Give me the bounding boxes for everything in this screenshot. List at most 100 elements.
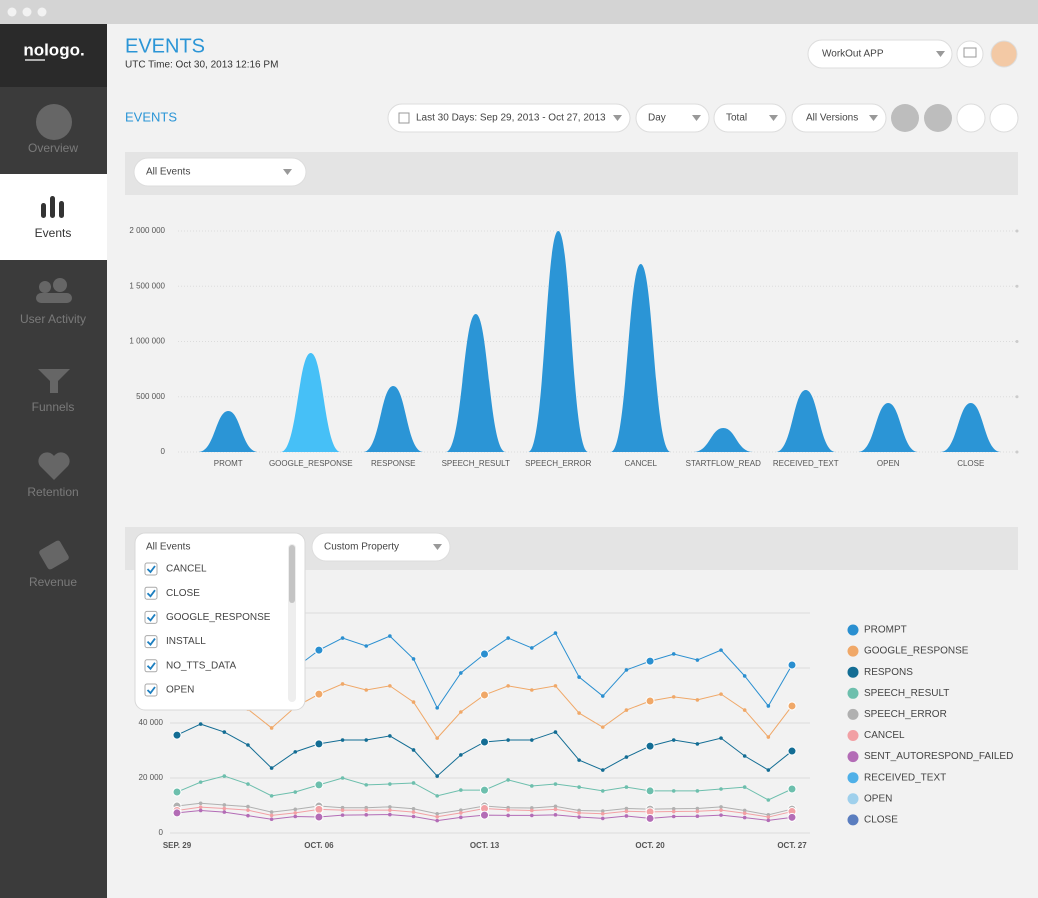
legend-label[interactable]: RESPONS: [864, 667, 913, 678]
point: [671, 695, 676, 699]
legend-label[interactable]: OPEN: [864, 793, 892, 804]
legend-label[interactable]: PROMPT: [864, 625, 907, 636]
event-option[interactable]: OPEN: [166, 685, 194, 696]
point: [553, 804, 558, 809]
nav-item[interactable]: Overview: [28, 141, 78, 155]
export-button[interactable]: [956, 40, 984, 68]
legend-label[interactable]: SENT_AUTORESPOND_FAILED: [864, 751, 1013, 762]
version-select[interactable]: [791, 103, 887, 133]
point: [766, 815, 771, 819]
point: [530, 646, 534, 650]
point: [411, 814, 416, 819]
point: [269, 810, 274, 814]
point: [719, 692, 723, 696]
icon-heart: [38, 452, 70, 480]
legend-label[interactable]: CANCEL: [864, 730, 905, 741]
point: [480, 810, 489, 820]
event-select[interactable]: [133, 157, 307, 187]
nav-item[interactable]: Revenue: [29, 575, 77, 589]
point: [624, 708, 629, 712]
legend-swatch[interactable]: [847, 751, 859, 763]
point: [695, 814, 700, 819]
caret: [433, 544, 442, 550]
checkbox[interactable]: [144, 610, 158, 624]
nav-item[interactable]: User Activity: [20, 312, 86, 326]
icon-users: [36, 293, 72, 303]
point: [314, 780, 324, 790]
point: [222, 806, 227, 811]
event-option[interactable]: CLOSE: [166, 588, 200, 599]
event-option[interactable]: INSTALL: [166, 636, 206, 647]
legend-swatch[interactable]: [847, 624, 859, 636]
point: [459, 815, 463, 820]
legend-swatch[interactable]: [847, 687, 859, 699]
point: [624, 806, 629, 811]
interval-select[interactable]: [635, 103, 710, 133]
legend-swatch[interactable]: [847, 666, 859, 678]
point: [506, 684, 510, 688]
nav-item[interactable]: Funnels: [32, 400, 75, 414]
point: [577, 675, 581, 679]
table-view-button[interactable]: [989, 103, 1019, 133]
point: [246, 813, 250, 818]
utc-time: UTC Time: Oct 30, 2013 12:16 PM: [125, 60, 278, 71]
bar-view-button[interactable]: [924, 104, 952, 132]
legend-swatch[interactable]: [847, 708, 859, 720]
legend-swatch[interactable]: [847, 772, 859, 784]
point: [671, 789, 676, 793]
checkmark: [146, 638, 156, 646]
point: [695, 789, 700, 793]
window-dot: [22, 7, 32, 17]
legend-label[interactable]: RECEIVED_TEXT: [864, 772, 946, 783]
legend-swatch[interactable]: [847, 645, 859, 657]
checkbox[interactable]: [144, 683, 158, 697]
scroll-thumb[interactable]: [289, 545, 295, 603]
peak: [693, 428, 754, 452]
point: [530, 813, 534, 818]
app-select[interactable]: [807, 39, 953, 69]
point: [388, 805, 392, 809]
legend-label[interactable]: GOOGLE_RESPONSE: [864, 646, 969, 657]
point: [742, 808, 747, 813]
point: [172, 730, 182, 740]
point: [388, 782, 392, 786]
checkbox[interactable]: [144, 659, 158, 673]
legend-swatch[interactable]: [847, 793, 859, 805]
point: [600, 816, 605, 821]
point: [222, 810, 227, 814]
point: [364, 808, 369, 812]
property-select[interactable]: [311, 532, 451, 562]
checkbox[interactable]: [144, 635, 158, 649]
date-select[interactable]: [387, 103, 631, 133]
point: [766, 818, 771, 823]
nav-item[interactable]: Retention: [27, 485, 78, 499]
point: [459, 788, 463, 792]
point: [246, 782, 250, 786]
event-option[interactable]: NO_TTS_DATA: [166, 660, 237, 671]
point: [787, 784, 797, 794]
legend-swatch[interactable]: [847, 730, 859, 741]
point: [742, 708, 747, 712]
checkbox[interactable]: [144, 586, 158, 600]
point: [742, 674, 747, 678]
point: [695, 809, 700, 814]
aggregate-select[interactable]: [713, 103, 787, 133]
pie-view-button[interactable]: [956, 103, 986, 133]
line-view-button[interactable]: [891, 104, 919, 132]
event-option[interactable]: CANCEL: [166, 564, 207, 575]
legend-swatch[interactable]: [847, 814, 859, 826]
avatar[interactable]: [990, 40, 1018, 68]
point: [506, 808, 510, 812]
x-tick-label: SEP. 29: [163, 841, 192, 850]
checkbox[interactable]: [144, 562, 158, 576]
point: [506, 778, 510, 782]
point: [787, 660, 797, 670]
point: [246, 808, 250, 812]
legend-label[interactable]: SPEECH_RESULT: [864, 688, 949, 699]
event-option[interactable]: GOOGLE_RESPONSE: [166, 612, 271, 623]
legend-label[interactable]: CLOSE: [864, 815, 898, 826]
nav-item[interactable]: Events: [35, 226, 72, 240]
legend-label[interactable]: SPEECH_ERROR: [864, 709, 947, 720]
point: [600, 768, 605, 772]
